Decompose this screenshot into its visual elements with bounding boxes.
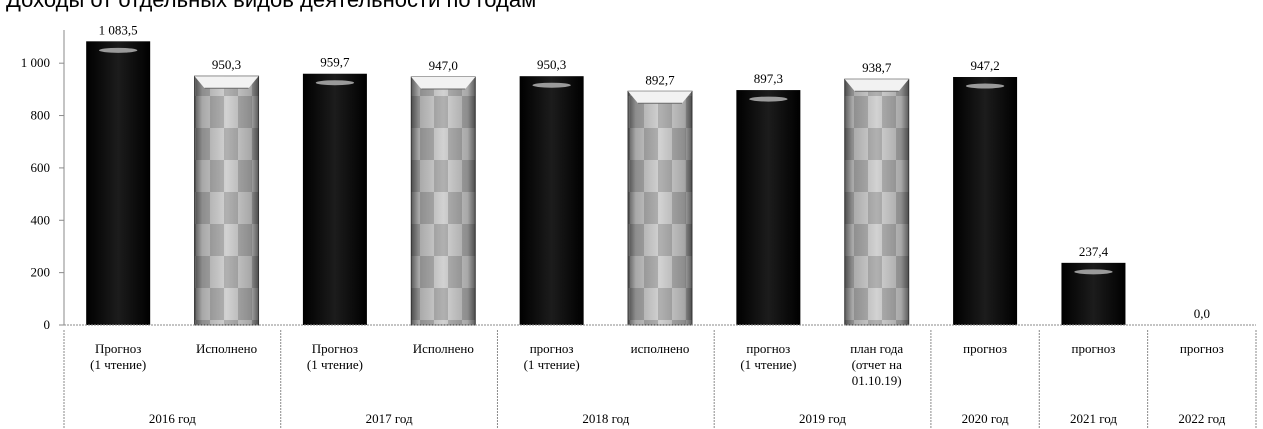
- group-label: 2017 год: [366, 411, 413, 426]
- y-tick-label: 200: [31, 265, 51, 280]
- value-labels: 1 083,5 950,3 959,7 947,0 950,3 892,7 897,3 938…: [99, 22, 1210, 321]
- bar-body: [953, 77, 1018, 325]
- category-label-line: (отчет на: [852, 357, 903, 372]
- bar-highlight: [98, 47, 138, 53]
- value-label: 1 083,5: [99, 22, 138, 37]
- y-tick-label: 400: [31, 212, 51, 227]
- category-label-line: прогноз: [963, 341, 1007, 356]
- category-label: Прогноз (1 чтение): [90, 341, 146, 372]
- category-label-line: (1 чтение): [90, 357, 146, 372]
- bar-texture: [194, 76, 259, 325]
- category-label: прогноз: [963, 341, 1007, 356]
- group-label: 2022 год: [1178, 411, 1225, 426]
- bar: [86, 41, 151, 325]
- y-tick-label: 600: [31, 160, 51, 175]
- category-label-line: Исполнено: [413, 341, 474, 356]
- category-label-line: план года: [850, 341, 903, 356]
- category-label-line: (1 чтение): [740, 357, 796, 372]
- bar-texture: [411, 77, 476, 325]
- value-label: 892,7: [645, 72, 675, 87]
- bar-body: [519, 76, 584, 325]
- category-label-line: 01.10.19): [852, 373, 902, 388]
- value-label: 950,3: [537, 57, 566, 72]
- bar-highlight: [315, 80, 355, 86]
- x-axis: Прогноз (1 чтение)Исполнено Прогноз (1 чтен…: [63, 324, 1257, 429]
- value-label: 947,2: [970, 58, 999, 73]
- bar-body: [86, 41, 151, 325]
- category-label-line: (1 чтение): [307, 357, 363, 372]
- bar-texture: [844, 79, 909, 326]
- bar: [736, 90, 801, 325]
- category-label: Прогноз (1 чтение): [307, 341, 363, 372]
- bar-highlight: [1074, 269, 1113, 275]
- value-label: 938,7: [862, 60, 892, 75]
- bar-bevel: [194, 76, 259, 89]
- bar: [410, 76, 476, 326]
- value-label: 959,7: [320, 55, 350, 70]
- category-label: прогноз (1 чтение): [740, 341, 796, 372]
- bar-highlight: [749, 96, 788, 102]
- bar: [302, 73, 367, 325]
- category-label-line: прогноз: [1072, 341, 1116, 356]
- bar-bevel: [844, 79, 909, 92]
- bar: [844, 78, 910, 326]
- bar-bevel: [628, 91, 692, 104]
- bars: [86, 41, 1126, 326]
- group-label: 2016 год: [149, 411, 196, 426]
- bar: [1061, 262, 1126, 325]
- bar: [953, 77, 1018, 325]
- category-label-line: прогноз: [1180, 341, 1224, 356]
- group-label: 2019 год: [799, 411, 846, 426]
- bar-bevel: [411, 77, 476, 90]
- y-axis: 0 200 400 600 800 1 000: [21, 30, 65, 332]
- value-label: 0,0: [1194, 306, 1210, 321]
- y-tick-label: 1 000: [21, 55, 50, 70]
- bar: [519, 76, 584, 325]
- value-label: 947,0: [429, 58, 458, 73]
- category-label: прогноз: [1180, 341, 1224, 356]
- group-label: 2020 год: [962, 411, 1009, 426]
- bar-body: [736, 90, 801, 325]
- y-tick-label: 800: [31, 108, 51, 123]
- y-tick-label: 0: [44, 317, 51, 332]
- value-label: 950,3: [212, 57, 241, 72]
- value-label: 897,3: [754, 71, 783, 86]
- category-label-line: прогноз: [530, 341, 574, 356]
- category-label-line: Исполнено: [196, 341, 257, 356]
- cut-off-title: Доходы от отдельных видов деятельности п…: [6, 0, 1106, 14]
- category-label-line: исполнено: [631, 341, 690, 356]
- group-label: 2018 год: [582, 411, 629, 426]
- category-label-line: (1 чтение): [524, 357, 580, 372]
- category-label: исполнено: [631, 341, 690, 356]
- category-label: Исполнено: [196, 341, 257, 356]
- category-label: прогноз: [1072, 341, 1116, 356]
- group-label: 2021 год: [1070, 411, 1117, 426]
- bar-highlight: [965, 83, 1005, 89]
- bar: [627, 90, 693, 326]
- bar: [194, 75, 260, 326]
- category-label-line: Прогноз: [95, 341, 141, 356]
- bar-body: [302, 73, 367, 325]
- category-label-line: Прогноз: [312, 341, 358, 356]
- value-label: 237,4: [1079, 244, 1109, 259]
- bar-highlight: [532, 82, 571, 88]
- category-label: план года (отчет на 01.10.19): [850, 341, 903, 388]
- bar-texture: [628, 91, 692, 326]
- category-label-line: прогноз: [746, 341, 790, 356]
- category-label: Исполнено: [413, 341, 474, 356]
- category-label: прогноз (1 чтение): [524, 341, 580, 372]
